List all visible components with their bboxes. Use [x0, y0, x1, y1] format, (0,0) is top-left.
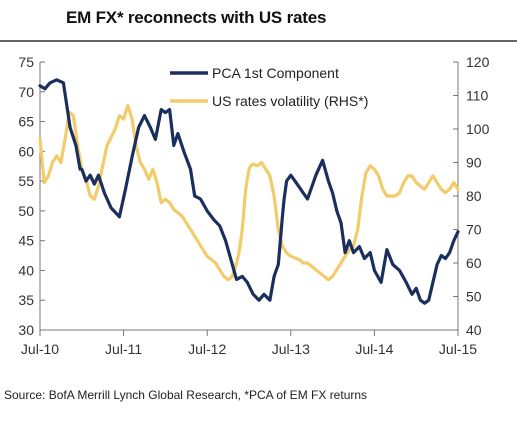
left-tick-label: 45 [18, 233, 34, 249]
x-tick-label: Jul-11 [105, 341, 142, 357]
left-tick-label: 55 [18, 173, 34, 189]
left-tick-label: 50 [18, 203, 34, 219]
chart-title: EM FX* reconnects with US rates [66, 8, 327, 27]
pca-series-line [38, 78, 460, 305]
x-tick-label: Jul-15 [439, 341, 477, 357]
right-tick-label: 60 [466, 255, 482, 271]
x-tick-label: Jul-14 [355, 341, 393, 357]
chart-series [38, 78, 460, 305]
right-tick-label: 80 [466, 188, 482, 204]
right-tick-label: 40 [466, 322, 482, 338]
title-divider [0, 40, 517, 42]
right-tick-label: 70 [466, 222, 482, 238]
right-tick-label: 50 [466, 289, 482, 305]
left-tick-label: 60 [18, 143, 34, 159]
left-tick-label: 40 [18, 262, 34, 278]
chart-legend: PCA 1st Component US rates volatility (RH… [170, 65, 368, 109]
left-tick-label: 75 [18, 54, 34, 70]
left-tick-label: 30 [18, 322, 34, 338]
right-tick-label: 120 [466, 54, 490, 70]
x-tick-label: Jul-12 [188, 341, 226, 357]
legend-label-pca: PCA 1st Component [212, 65, 339, 81]
right-tick-label: 110 [466, 88, 489, 104]
right-tick-label: 100 [466, 121, 490, 137]
left-tick-label: 35 [18, 292, 34, 308]
x-tick-label: Jul-10 [21, 341, 59, 357]
left-tick-label: 70 [18, 84, 34, 100]
right-tick-label: 90 [466, 155, 482, 171]
chart-tick-labels: 30 35 40 45 50 55 60 65 70 75 40 50 60 70 80 90 100 110 12… [18, 54, 489, 357]
source-note: Source: BofA Merrill Lynch Global Resear… [4, 388, 368, 402]
x-tick-label: Jul-13 [272, 341, 310, 357]
legend-label-us-rates: US rates volatility (RHS*) [212, 93, 368, 109]
us-rates-volatility-line [38, 103, 460, 282]
left-tick-label: 65 [18, 114, 34, 130]
